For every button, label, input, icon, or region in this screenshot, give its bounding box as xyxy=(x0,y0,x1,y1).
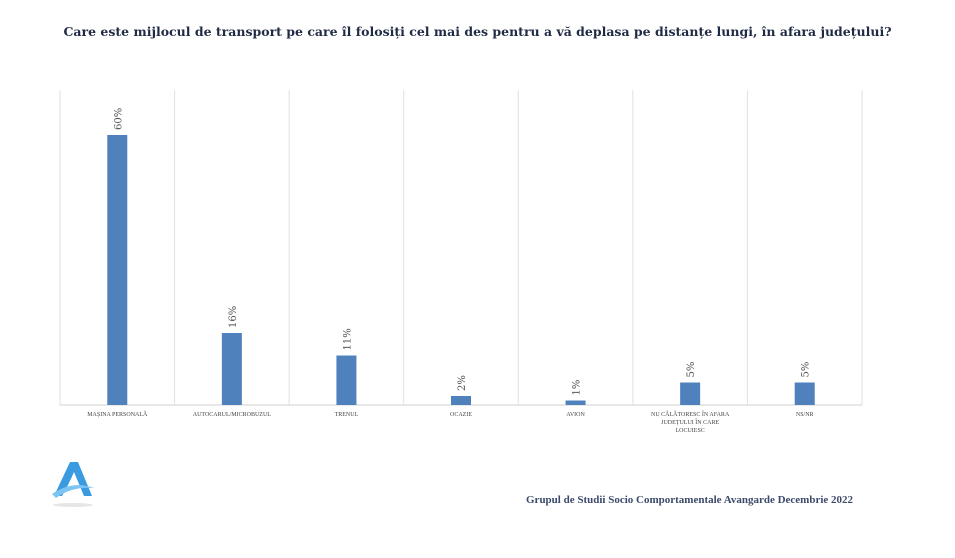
bar xyxy=(451,396,471,405)
tick-label: AUTOCARUL/MICROBUZUL xyxy=(193,412,272,418)
bar xyxy=(565,400,586,405)
bar xyxy=(107,135,128,405)
tick-label: AVION xyxy=(566,412,585,418)
data-label: 11% xyxy=(342,328,353,350)
tick-label: NS/NR xyxy=(796,412,814,418)
tick-label: NU CĂLĂTORESC ÎN AFARA JUDEȚULUI ÎN CARE L… xyxy=(651,410,730,434)
data-label: 60% xyxy=(113,108,124,130)
data-label: 5% xyxy=(686,362,697,378)
chart-title: Care este mijlocul de transport pe care … xyxy=(63,24,892,39)
tick-label: MAȘINA PERSONALĂ xyxy=(87,410,148,418)
data-label: 16% xyxy=(228,306,239,328)
tick-label: OCAZIE xyxy=(450,412,472,418)
bar xyxy=(221,333,242,405)
tick-label: TRENUL xyxy=(335,412,359,418)
footer-text: Grupul de Studii Socio Comportamentale A… xyxy=(526,494,854,506)
data-label: 2% xyxy=(457,375,468,391)
bar xyxy=(680,382,701,405)
data-label: 1% xyxy=(572,380,583,396)
bar xyxy=(794,382,815,405)
bar xyxy=(336,355,357,405)
data-label: 5% xyxy=(801,362,812,378)
avangarde-logo xyxy=(52,462,94,507)
